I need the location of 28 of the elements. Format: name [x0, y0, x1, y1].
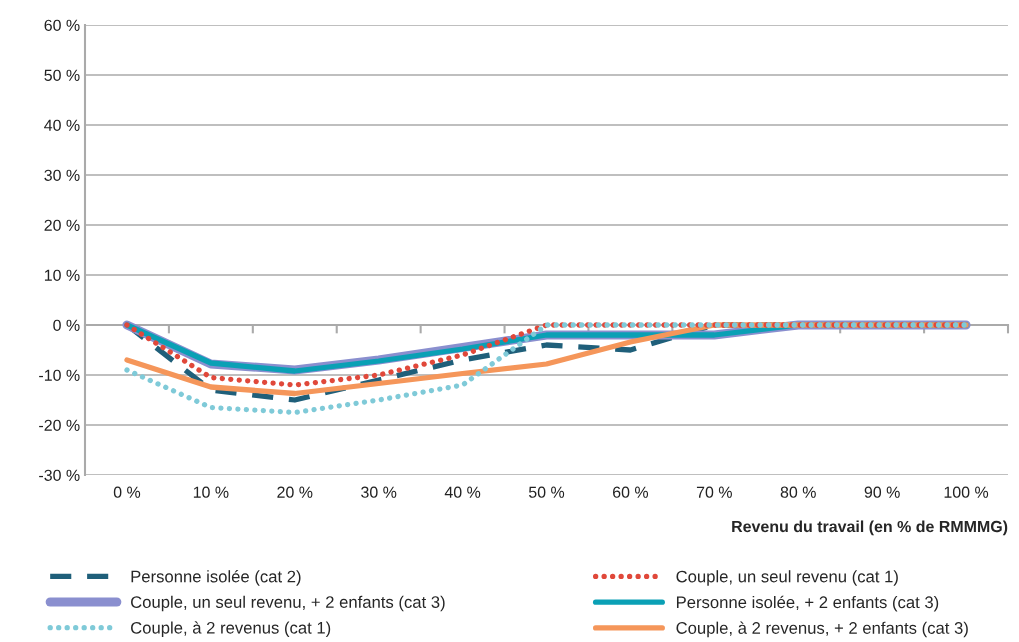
legend-label: Couple, un seul revenu, + 2 enfants (cat 3) [131, 595, 445, 612]
y-tick-label: 30 % [44, 169, 80, 181]
x-tick-label: 0 % [113, 486, 141, 498]
x-tick-label: 20 % [277, 486, 313, 498]
x-tick-label: 90 % [864, 486, 900, 498]
y-tick-label: 20 % [44, 219, 80, 231]
legend-label: Couple, à 2 revenus (cat 1) [131, 621, 331, 637]
y-tick-label: 50 % [44, 69, 80, 81]
x-tick-label: 30 % [361, 486, 397, 498]
y-tick-label: 60 % [44, 19, 80, 31]
legend-label: Couple, un seul revenu (cat 1) [676, 570, 898, 586]
y-tick-label: 40 % [44, 119, 80, 131]
legend-label: Couple, à 2 revenus, + 2 enfants (cat 3) [676, 621, 968, 638]
legend-label: Personne isolée, + 2 enfants (cat 3) [676, 595, 939, 612]
x-axis-title: Revenu du travail (en % de RMMMG) [732, 520, 1008, 536]
x-tick-label: 60 % [613, 486, 649, 498]
y-tick-label: -10 % [39, 369, 80, 381]
legend-label: Personne isolée (cat 2) [131, 569, 301, 586]
x-tick-label: 10 % [193, 486, 229, 498]
y-tick-label: -30 % [39, 469, 80, 481]
x-tick-label: 100 % [944, 486, 989, 498]
y-tick-label: 0 % [53, 319, 80, 331]
x-tick-label: 80 % [780, 486, 816, 498]
x-tick-label: 70 % [696, 486, 732, 498]
y-tick-label: -20 % [39, 419, 80, 431]
y-tick-label: 10 % [44, 269, 80, 281]
x-tick-label: 50 % [528, 486, 565, 498]
x-tick-label: 40 % [444, 486, 481, 498]
